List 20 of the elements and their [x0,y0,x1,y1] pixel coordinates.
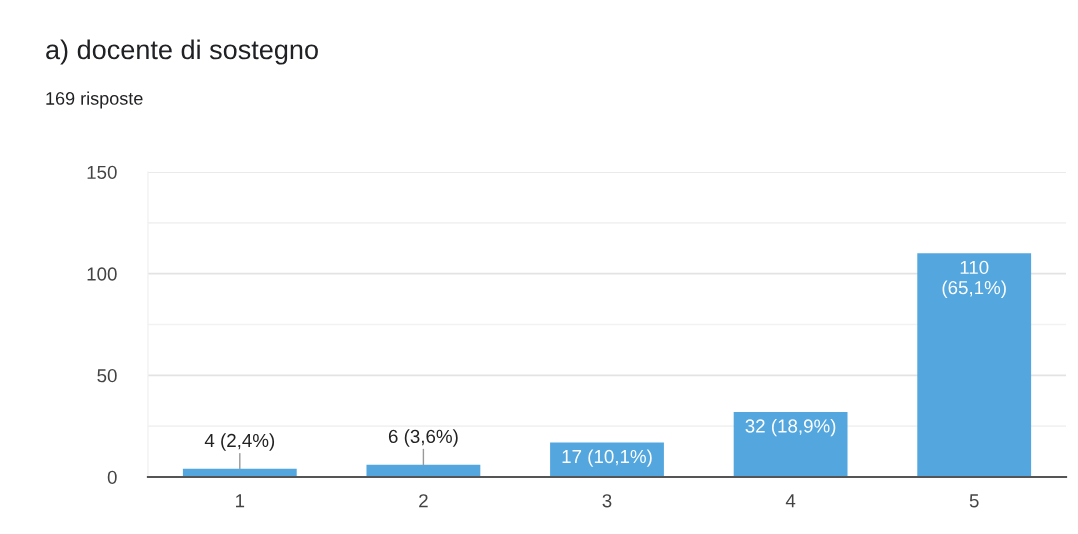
x-tick-label: 3 [602,494,612,508]
y-tick-label: 50 [97,369,117,383]
bar [733,411,848,477]
x-tick-label: 1 [236,494,245,508]
data-label: 17 (10,1%) [562,449,652,467]
y-tick-label: 150 [87,165,117,179]
x-tick-label: 5 [969,494,979,508]
data-label: 6 (3,6%) [388,429,458,447]
y-tick-label: 100 [87,267,117,281]
data-label: 4 (2,4%) [204,433,275,451]
chart-title: a) docente di sostegno [46,39,318,65]
bar [550,442,664,477]
data-label: 32 (18,9%) [745,418,836,437]
x-tick-label: 4 [785,494,796,508]
bar [366,464,481,477]
data-label: 110 (65,1%) [942,260,1006,298]
y-tick-label: 0 [107,470,117,484]
chart-subtitle: 169 risposte [46,91,143,109]
bar [917,253,1032,477]
x-tick-label: 2 [419,494,428,508]
